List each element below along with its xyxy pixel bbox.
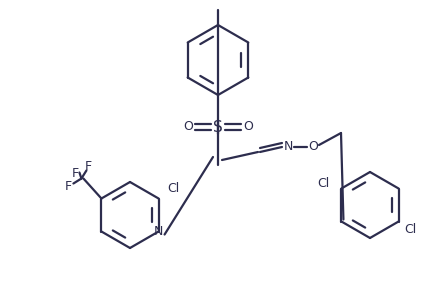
Text: N: N bbox=[154, 225, 163, 238]
Text: O: O bbox=[243, 120, 253, 133]
Text: F: F bbox=[65, 180, 72, 193]
Text: N: N bbox=[283, 140, 293, 154]
Text: F: F bbox=[85, 160, 92, 173]
Text: Cl: Cl bbox=[405, 223, 417, 236]
Text: O: O bbox=[183, 120, 193, 133]
Text: Cl: Cl bbox=[167, 182, 180, 195]
Text: F: F bbox=[72, 167, 79, 180]
Text: Cl: Cl bbox=[317, 177, 330, 190]
Text: S: S bbox=[213, 119, 223, 134]
Text: O: O bbox=[308, 140, 318, 154]
